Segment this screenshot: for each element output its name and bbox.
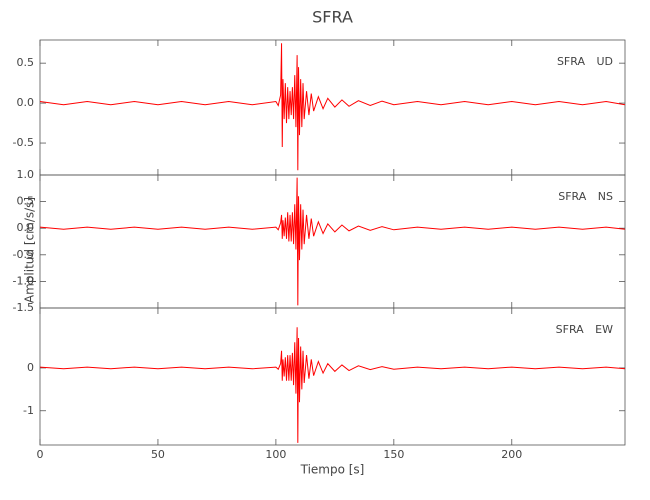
x-tick-label: 50 — [151, 448, 165, 461]
y-tick-label: -1.5 — [13, 301, 34, 314]
x-tick-label: 100 — [265, 448, 286, 461]
y-tick-label: 0 — [27, 361, 34, 374]
chart-title: SFRA — [312, 8, 353, 27]
y-tick-label: -0.5 — [13, 248, 34, 261]
panel-frame — [39, 174, 626, 309]
trace — [39, 327, 626, 443]
x-axis-label: Tiempo [s] — [300, 463, 365, 477]
y-tick-label: 0.5 — [17, 56, 35, 69]
x-tick-label: 200 — [501, 448, 522, 461]
panel-frame — [39, 307, 626, 446]
trace-label: SFRA NS — [558, 190, 613, 203]
y-tick-label: 0.5 — [17, 195, 35, 208]
y-tick-label: -1 — [23, 404, 34, 417]
trace — [39, 177, 626, 306]
y-tick-label: 0.0 — [17, 96, 35, 109]
x-tick-label: 150 — [383, 448, 404, 461]
trace — [39, 43, 626, 171]
y-tick-label: 0.0 — [17, 221, 35, 234]
y-tick-label: -0.5 — [13, 136, 34, 149]
x-tick-label: 0 — [37, 448, 44, 461]
trace-label: SFRA UD — [557, 55, 613, 68]
y-tick-label: 1.0 — [17, 168, 35, 181]
panel-frame — [39, 39, 626, 176]
y-axis-label: Amplitud [cm/s/s] — [23, 197, 37, 303]
y-tick-label: -1.0 — [13, 274, 34, 287]
trace-label: SFRA EW — [556, 323, 613, 336]
